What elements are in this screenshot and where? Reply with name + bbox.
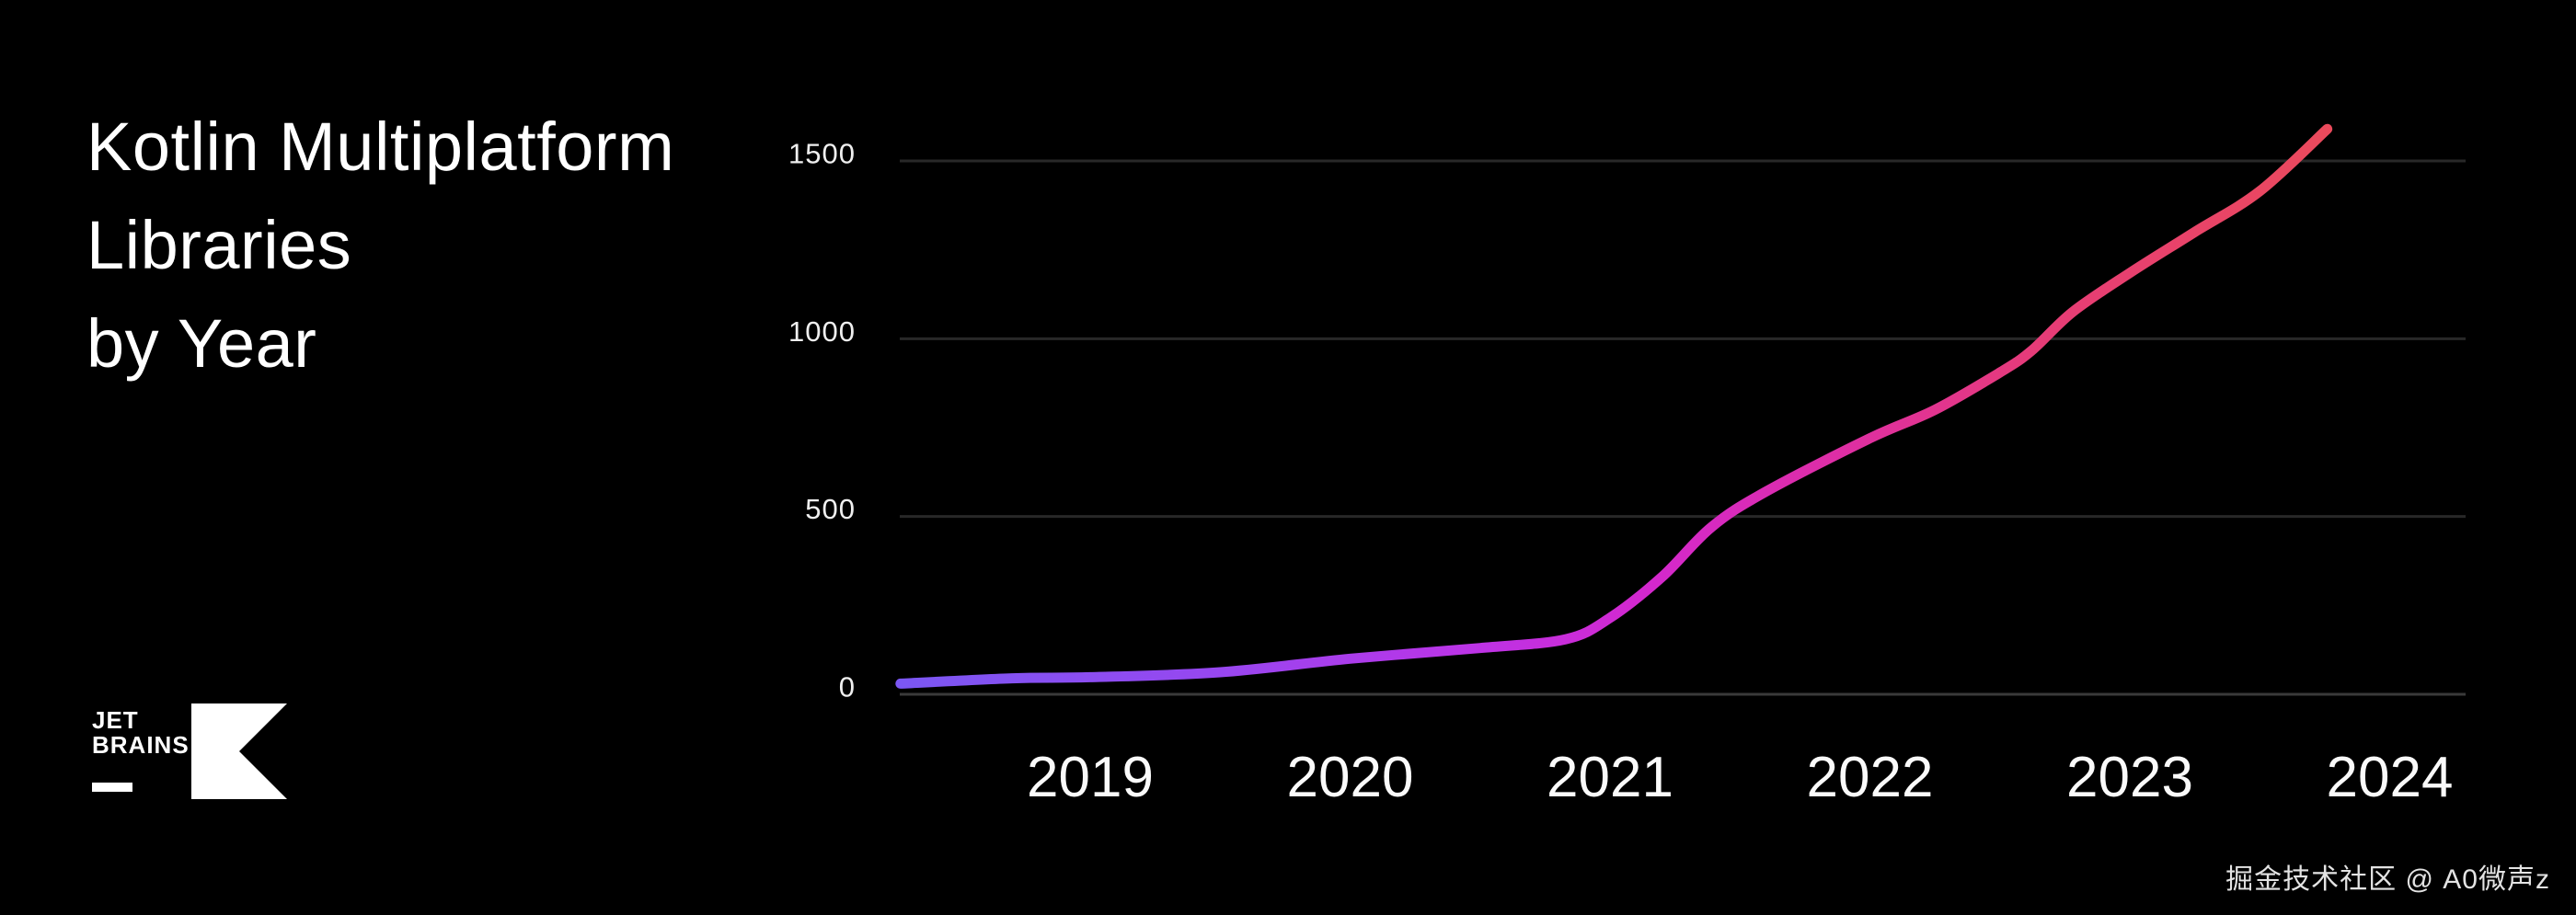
- chart-title: Kotlin Multiplatform Libraries by Year: [86, 109, 675, 382]
- y-tick-label-1500: 1500: [788, 138, 856, 170]
- gridlines: [900, 159, 2466, 696]
- watermark-text: 掘金技术社区 @ A0微声z: [2225, 864, 2550, 895]
- jetbrains-wordmark: JET BRAINS: [92, 706, 190, 759]
- kotlin-logo-icon: [191, 703, 287, 799]
- jetbrains-underscore: [92, 783, 132, 792]
- y-tick-label-1000: 1000: [788, 315, 856, 348]
- x-tick-label-2021: 2021: [1547, 746, 1673, 809]
- x-tick-label-2019: 2019: [1027, 746, 1154, 809]
- y-tick-label-500: 500: [805, 493, 856, 525]
- x-tick-label-2024: 2024: [2327, 746, 2454, 809]
- y-tick-label-0: 0: [839, 671, 856, 703]
- y-axis-labels: 0 500 1000 1500: [788, 138, 856, 703]
- x-tick-label-2020: 2020: [1287, 746, 1414, 809]
- x-axis-labels: 2019 2020 2021 2022 2023 2024: [1027, 746, 2453, 809]
- x-tick-label-2023: 2023: [2066, 746, 2193, 809]
- x-tick-label-2022: 2022: [1807, 746, 1934, 809]
- series-line: [895, 123, 2333, 689]
